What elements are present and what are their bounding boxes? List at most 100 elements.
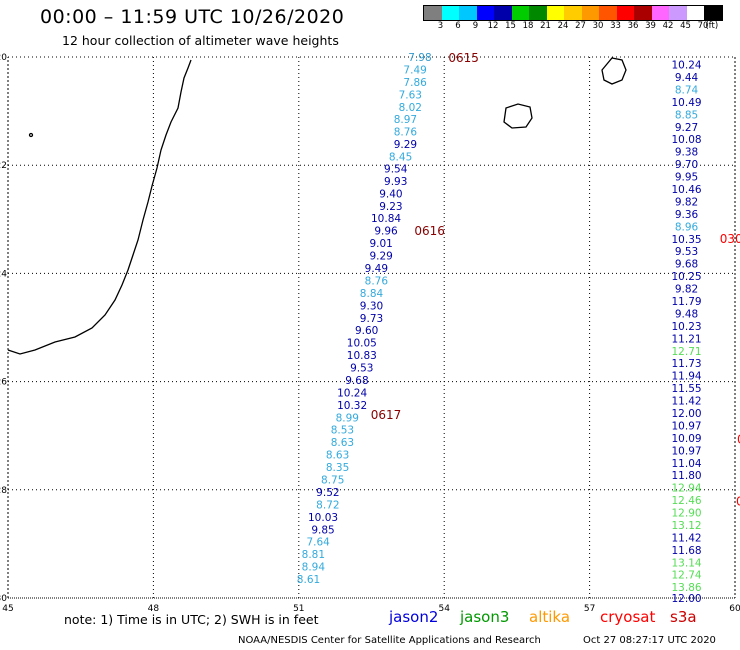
legend-swatch: [651, 6, 669, 20]
track-time-label: 0616: [414, 224, 445, 238]
legend-tick-label: 45: [680, 21, 691, 31]
wave-height-value: 9.53: [350, 363, 373, 375]
lat-tick-label: -26: [0, 378, 7, 388]
legend-tick-label: 70: [697, 21, 709, 31]
track-time-label: 0307: [720, 232, 740, 246]
wave-height-value: 9.44: [675, 72, 699, 84]
wave-height-value: 7.86: [403, 77, 427, 89]
wave-height-value: 10.08: [672, 134, 702, 146]
wave-height-value: 11.04: [672, 458, 702, 470]
wave-height-value: 9.73: [360, 313, 383, 325]
legend-swatch: [564, 6, 582, 20]
wave-height-value: 9.68: [345, 375, 368, 387]
wave-height-value: 8.96: [675, 221, 699, 233]
wave-height-value: 8.75: [321, 475, 344, 487]
wave-height-value: 10.09: [672, 433, 702, 445]
wave-height-value: 11.42: [672, 396, 702, 408]
wave-height-value: 7.63: [399, 89, 422, 101]
color-scale-legend: [423, 5, 723, 21]
wave-height-value: 8.35: [326, 462, 349, 474]
wave-height-value: 9.54: [384, 163, 408, 175]
lon-tick-label: 54: [438, 604, 450, 614]
wave-height-value: 10.32: [337, 400, 367, 412]
wave-height-value: 9.60: [355, 325, 378, 337]
lon-tick-label: 45: [2, 604, 13, 614]
altimeter-tracks: 7.987.497.867.638.028.978.769.298.459.54…: [297, 52, 702, 605]
legend-swatch: [424, 6, 442, 20]
wave-height-value: 8.81: [302, 549, 325, 561]
wave-height-value: 11.21: [672, 333, 702, 345]
wave-height-value: 9.40: [379, 188, 402, 200]
wave-height-value: 9.23: [379, 201, 402, 213]
wave-height-value: 8.84: [360, 288, 384, 300]
wave-height-value: 12.46: [672, 495, 702, 507]
wave-height-value: 8.61: [297, 574, 320, 586]
legend-swatch: [704, 6, 722, 20]
wave-height-value: 12.71: [672, 346, 702, 358]
wave-height-value: 8.74: [675, 84, 699, 96]
wave-height-value: 12.00: [672, 408, 702, 420]
islet: [28, 132, 34, 138]
legend-tick-label: 36: [627, 21, 639, 31]
legend-swatch: [669, 6, 687, 20]
generation-timestamp: Oct 27 08:27:17 UTC 2020: [583, 635, 716, 646]
mauritius-island: [601, 57, 627, 85]
note-text: note: 1) Time is in UTC; 2) SWH is in fe…: [64, 612, 319, 627]
legend-tick-label: 42: [662, 21, 674, 31]
legend-swatch: [546, 6, 564, 20]
wave-height-value: 10.97: [672, 445, 702, 457]
legend-tick-label: 30: [592, 21, 604, 31]
lat-tick-label: -30: [0, 594, 7, 604]
legend-swatch: [599, 6, 617, 20]
wave-height-value: 9.49: [365, 263, 388, 275]
lon-tick-label: 60: [729, 604, 740, 614]
legend-tick-label: 9: [472, 21, 479, 31]
track-0615: 7.987.497.867.638.028.978.769.298.459.54…: [297, 52, 432, 586]
legend-tick-label: 3: [437, 21, 444, 31]
legend-tick-label: 24: [557, 21, 569, 31]
wave-height-value: 11.73: [672, 358, 702, 370]
lon-tick-label: 57: [584, 604, 595, 614]
wave-height-value: 9.52: [316, 487, 339, 499]
wave-height-value: 10.24: [337, 387, 367, 399]
legend-tick-label: 15: [505, 21, 516, 31]
wave-height-value: 10.23: [672, 321, 702, 333]
page-title: 00:00 – 11:59 UTC 10/26/2020: [40, 6, 345, 28]
legend-swatch: [476, 6, 494, 20]
legend-cryosat: cryosat: [600, 608, 656, 626]
wave-height-value: 9.30: [360, 300, 383, 312]
legend-swatch: [581, 6, 599, 20]
lon-tick-label: 48: [148, 604, 160, 614]
legend-tick-label: 6: [455, 21, 461, 31]
legend-swatch: [686, 6, 704, 20]
legend-tick-label: 21: [540, 21, 551, 31]
wave-height-value: 12.90: [672, 508, 702, 520]
wave-height-value: 7.64: [306, 537, 330, 549]
wave-height-value: 7.49: [403, 64, 426, 76]
wave-height-value: 9.93: [384, 176, 407, 188]
wave-height-value: 8.45: [389, 152, 412, 164]
legend-swatch: [634, 6, 652, 20]
legend-tick-label: 33: [610, 21, 621, 31]
wave-height-value: 10.84: [371, 213, 401, 225]
wave-height-value: 11.68: [672, 545, 702, 557]
reunion-island: [503, 103, 533, 129]
lat-tick-label: -20: [0, 53, 7, 63]
wave-height-value: 8.02: [399, 102, 422, 114]
wave-height-value: 10.05: [347, 338, 377, 350]
wave-height-value: 10.46: [672, 184, 702, 196]
wave-height-value: 12.00: [672, 593, 702, 605]
wave-height-value: 12.94: [672, 483, 702, 495]
track-time-labels: 0615 0616 0617 0307 03 0: [371, 51, 740, 509]
wave-height-value: 9.48: [675, 308, 698, 320]
wave-height-value: 11.79: [672, 296, 702, 308]
legend-swatch: [441, 6, 459, 20]
wave-height-value: 11.42: [672, 532, 702, 544]
color-scale-labels: 3 6 9 12 15 18 21 24 27 30 33 36 39 42 45 70 (ft): [423, 21, 733, 33]
track-time-label: 0: [736, 495, 740, 509]
axis-tick-labels: 45 48 51 54 57 60 -20 -22 -24 -26 -28 -30: [0, 53, 740, 614]
lon-tick-label: 51: [293, 604, 304, 614]
wave-height-value: 9.53: [675, 246, 698, 258]
wave-height-value: 8.63: [326, 450, 349, 462]
wave-height-value: 8.94: [302, 562, 326, 574]
